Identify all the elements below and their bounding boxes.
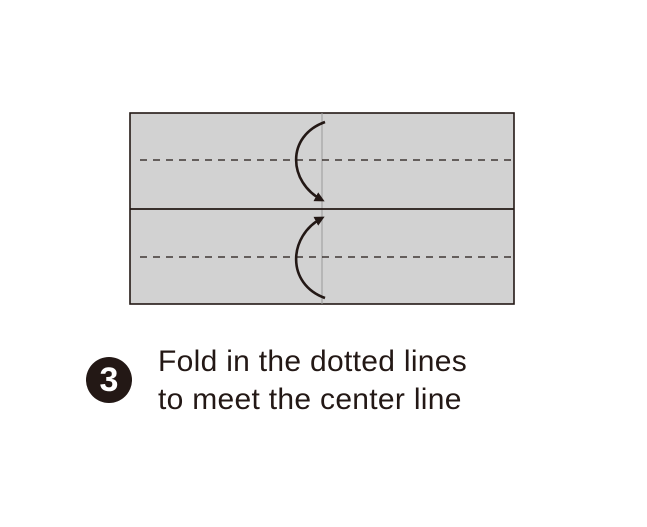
instruction-line-2: to meet the center line — [158, 383, 462, 416]
curved-arrow-up-icon — [294, 216, 326, 300]
folding-diagram — [129, 112, 515, 305]
step-number-badge: 3 — [86, 357, 132, 403]
curved-arrow-down-icon — [294, 120, 326, 202]
step-instruction: Fold in the dotted lines to meet the cen… — [158, 343, 628, 419]
instruction-line-1: Fold in the dotted lines — [158, 345, 468, 378]
